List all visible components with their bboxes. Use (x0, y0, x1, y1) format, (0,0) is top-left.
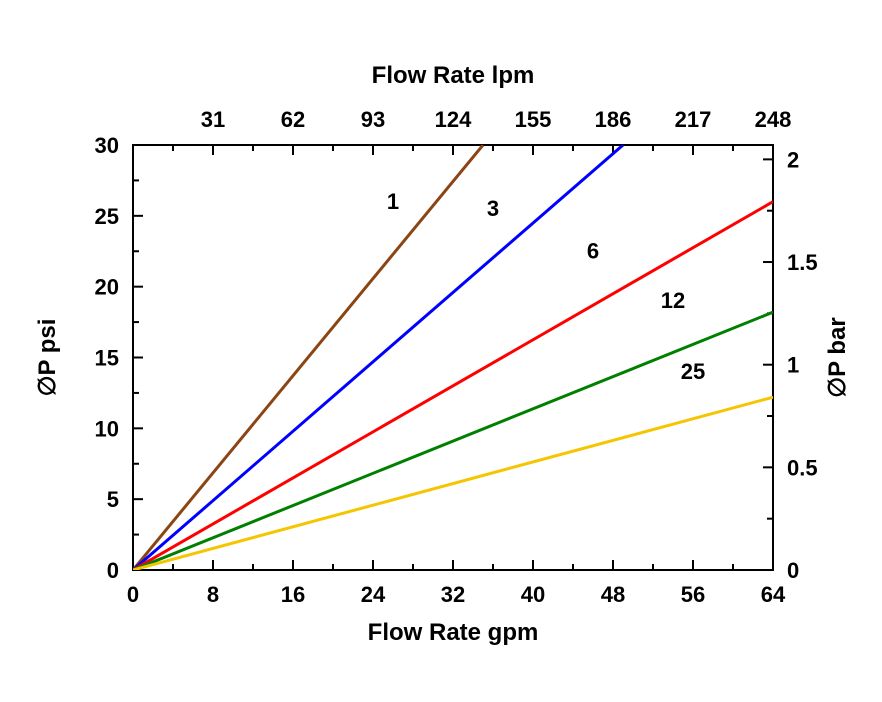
series-line-25 (133, 397, 773, 570)
x-bottom-tick-label: 0 (127, 582, 139, 607)
y-left-tick-label: 5 (107, 487, 119, 512)
x-bottom-tick-label: 40 (521, 582, 545, 607)
x-bottom-tick-label: 32 (441, 582, 465, 607)
x-bottom-tick-label: 64 (761, 582, 786, 607)
series-label-25: 25 (681, 359, 705, 384)
y-right-tick-label: 1.5 (787, 250, 818, 275)
series-label-6: 6 (587, 238, 599, 263)
series-line-1 (133, 145, 483, 570)
x-top-tick-label: 62 (281, 107, 305, 132)
x-bottom-tick-label: 24 (361, 582, 386, 607)
y-right-tick-label: 0 (787, 558, 799, 583)
x-top-tick-label: 124 (435, 107, 472, 132)
x-top-tick-label: 155 (515, 107, 552, 132)
plot-area (133, 145, 773, 570)
y-left-tick-label: 0 (107, 558, 119, 583)
x-top-tick-label: 217 (675, 107, 712, 132)
y-left-tick-label: 20 (95, 275, 119, 300)
x-top-title: Flow Rate lpm (372, 62, 535, 89)
x-top-tick-label: 186 (595, 107, 632, 132)
pressure-flow-chart: 0816243240485664Flow Rate gpm31629312415… (0, 0, 882, 702)
chart-container: 0816243240485664Flow Rate gpm31629312415… (0, 0, 882, 702)
y-right-title: ∅P bar (824, 317, 851, 398)
y-left-title: ∅P psi (34, 319, 61, 397)
x-top-tick-label: 93 (361, 107, 385, 132)
series-line-6 (133, 202, 773, 570)
series-line-3 (133, 145, 623, 570)
x-bottom-tick-label: 16 (281, 582, 305, 607)
x-top-tick-label: 31 (201, 107, 225, 132)
x-top-tick-label: 248 (755, 107, 792, 132)
x-bottom-tick-label: 48 (601, 582, 625, 607)
y-left-tick-label: 10 (95, 416, 119, 441)
x-bottom-title: Flow Rate gpm (368, 619, 539, 646)
series-line-12 (133, 312, 773, 570)
y-left-tick-label: 25 (95, 204, 119, 229)
y-right-tick-label: 1 (787, 353, 799, 378)
series-group (133, 145, 773, 570)
x-bottom-tick-label: 8 (207, 582, 219, 607)
series-label-3: 3 (487, 196, 499, 221)
y-left-tick-label: 30 (95, 133, 119, 158)
series-label-12: 12 (661, 288, 685, 313)
x-bottom-tick-label: 56 (681, 582, 705, 607)
y-right-tick-label: 2 (787, 147, 799, 172)
y-left-tick-label: 15 (95, 346, 119, 371)
series-label-1: 1 (387, 189, 399, 214)
y-right-tick-label: 0.5 (787, 455, 818, 480)
